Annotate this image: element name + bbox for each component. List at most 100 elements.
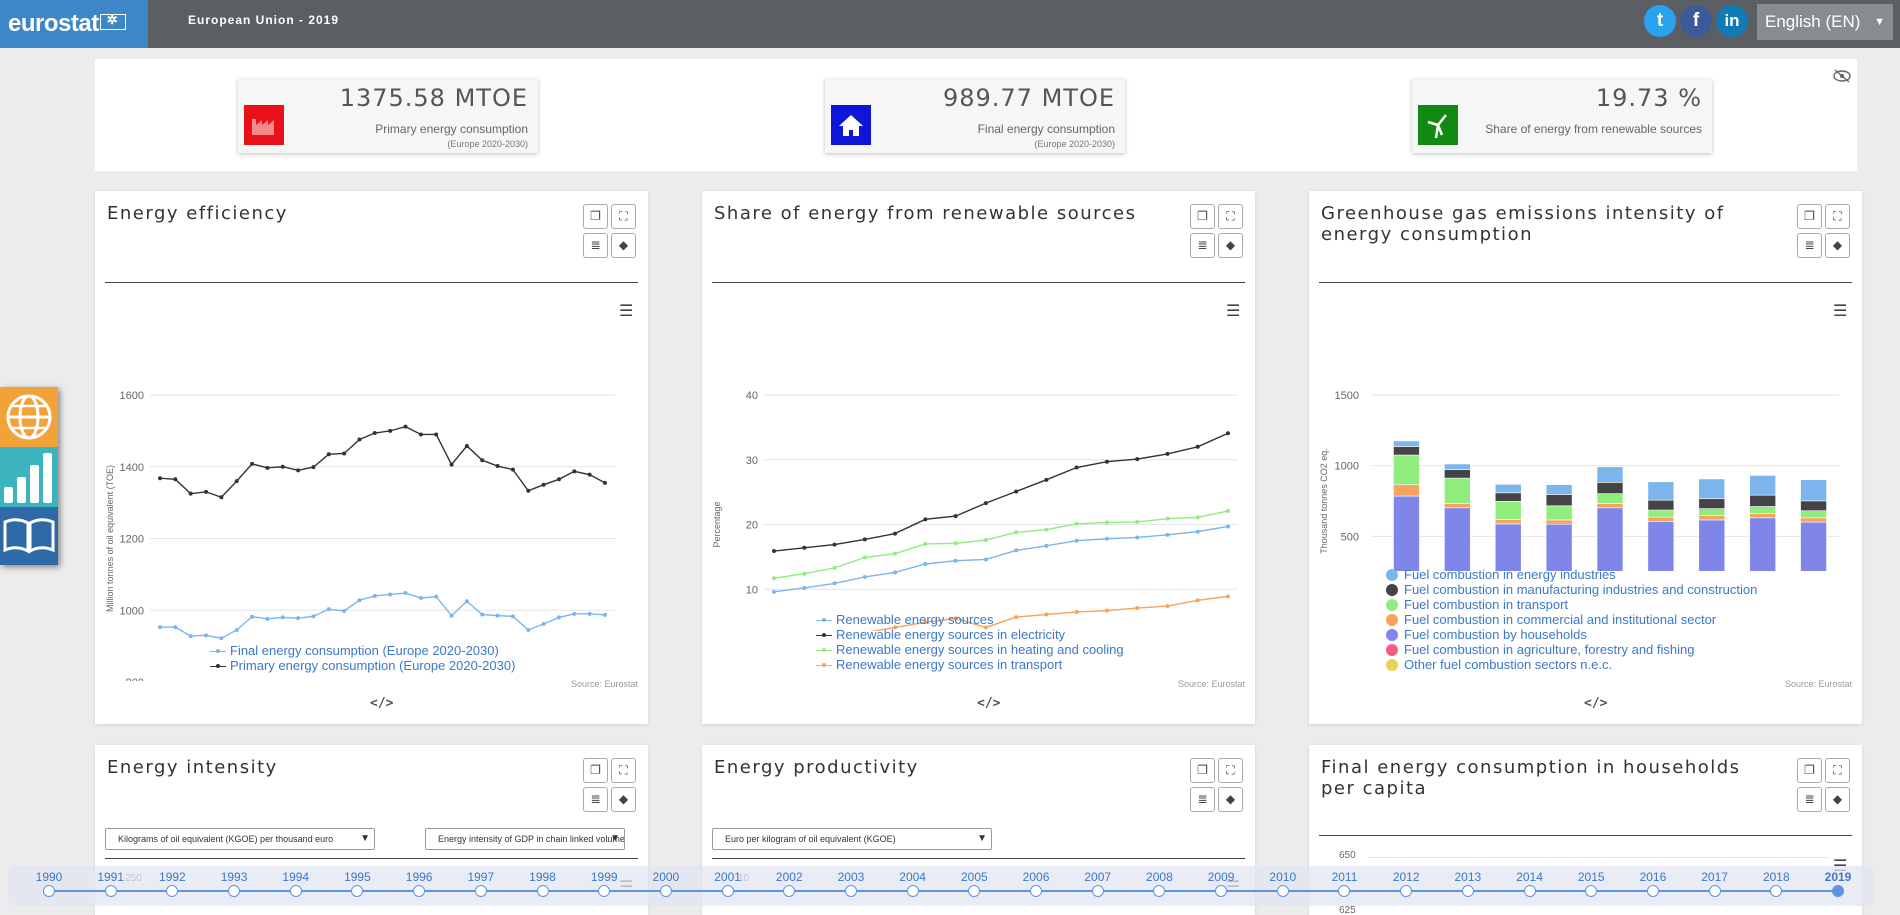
timeline-year-dot[interactable]: [289, 885, 302, 897]
tag-icon[interactable]: ◆: [611, 787, 636, 812]
chart-legend[interactable]: Renewable energy sources Renewable energ…: [816, 612, 1124, 672]
timeline-year-label[interactable]: 2013: [1454, 870, 1482, 884]
chart-legend[interactable]: Fuel combustion in energy industries Fuel…: [1386, 567, 1757, 672]
copy-icon[interactable]: ❐: [1797, 758, 1822, 783]
timeline-year-dot[interactable]: [659, 885, 672, 897]
database-icon[interactable]: ≣: [1190, 233, 1215, 258]
timeline-year-label[interactable]: 2010: [1269, 870, 1297, 884]
legend-item[interactable]: Renewable energy sources in heating and …: [816, 642, 1124, 657]
legend-item[interactable]: Other fuel combustion sectors n.e.c.: [1386, 657, 1757, 672]
database-icon[interactable]: ≣: [1797, 787, 1822, 812]
timeline-year-dot[interactable]: [166, 885, 179, 897]
legend-item[interactable]: Primary energy consumption (Europe 2020-…: [210, 658, 515, 673]
timeline-year-label[interactable]: 2003: [837, 870, 865, 884]
timeline-year-label[interactable]: 2004: [899, 870, 926, 884]
chart-legend[interactable]: Final energy consumption (Europe 2020-20…: [210, 643, 515, 673]
fullscreen-icon[interactable]: ⛶: [1825, 204, 1850, 229]
legend-item[interactable]: Fuel combustion in agriculture, forestry…: [1386, 642, 1757, 657]
eye-slash-icon[interactable]: [1833, 69, 1851, 88]
timeline-year-dot[interactable]: [1338, 885, 1351, 897]
database-icon[interactable]: ≣: [583, 787, 608, 812]
timeline-year-label[interactable]: 1996: [405, 870, 433, 884]
timeline-year-label[interactable]: 2019: [1824, 870, 1852, 884]
tag-icon[interactable]: ◆: [1218, 787, 1243, 812]
timeline-year-dot[interactable]: [351, 885, 364, 897]
timeline-year-label[interactable]: 1991: [97, 870, 125, 884]
timeline-year-label[interactable]: 1992: [159, 870, 186, 884]
timeline-year-dot[interactable]: [43, 885, 55, 897]
legend-item[interactable]: Renewable energy sources in electricity: [816, 627, 1124, 642]
timeline-year-label[interactable]: 2014: [1516, 870, 1543, 884]
timeline-year-dot[interactable]: [1585, 885, 1598, 897]
timeline-year-label[interactable]: 1998: [529, 870, 556, 884]
timeline-year-label[interactable]: 2012: [1392, 870, 1420, 884]
timeline-year-dot[interactable]: [906, 885, 919, 897]
timeline-year-dot[interactable]: [1523, 885, 1536, 897]
legend-item[interactable]: Fuel combustion in energy industries: [1386, 567, 1757, 582]
globe-icon[interactable]: [0, 387, 58, 447]
timeline-year-label[interactable]: 2001: [714, 870, 741, 884]
timeline-year-label[interactable]: 2007: [1084, 870, 1112, 884]
indicator-select[interactable]: Energy intensity of GDP in chain linked …: [425, 828, 625, 850]
timeline-year-dot[interactable]: [968, 885, 981, 897]
legend-item[interactable]: Fuel combustion in transport: [1386, 597, 1757, 612]
fullscreen-icon[interactable]: ⛶: [1825, 758, 1850, 783]
timeline-year-dot[interactable]: [1400, 885, 1413, 897]
fullscreen-icon[interactable]: ⛶: [1218, 758, 1243, 783]
timeline-year-dot[interactable]: [1215, 885, 1228, 897]
embed-code-icon[interactable]: </>: [1584, 696, 1608, 711]
timeline-year-dot[interactable]: [1646, 885, 1659, 897]
timeline-year-label[interactable]: 2011: [1331, 870, 1358, 884]
timeline-year-dot[interactable]: [1770, 885, 1783, 897]
timeline-year-dot[interactable]: [474, 885, 487, 897]
timeline-year-label[interactable]: 2018: [1762, 870, 1790, 884]
timeline-year-label[interactable]: 2006: [1022, 870, 1050, 884]
timeline-year-dot[interactable]: [1276, 885, 1289, 897]
timeline-year-label[interactable]: 2002: [775, 870, 803, 884]
timeline-year-label[interactable]: 1995: [344, 870, 371, 884]
timeline-year-dot[interactable]: [1832, 885, 1844, 897]
timeline-year-label[interactable]: 2008: [1146, 870, 1173, 884]
unit-select[interactable]: Euro per kilogram of oil equivalent (KGO…: [712, 828, 992, 850]
timeline-year-label[interactable]: 1999: [590, 870, 618, 884]
copy-icon[interactable]: ❐: [583, 758, 608, 783]
chart-menu-icon[interactable]: ☰: [1833, 303, 1848, 320]
fullscreen-icon[interactable]: ⛶: [611, 204, 636, 229]
timeline-year-dot[interactable]: [783, 885, 796, 897]
legend-item[interactable]: Fuel combustion in manufacturing industr…: [1386, 582, 1757, 597]
timeline-year-dot[interactable]: [1708, 885, 1721, 897]
fullscreen-icon[interactable]: ⛶: [1218, 204, 1243, 229]
timeline-year-dot[interactable]: [598, 885, 611, 897]
timeline-year-label[interactable]: 1994: [282, 870, 310, 884]
book-icon[interactable]: [0, 507, 58, 565]
embed-code-icon[interactable]: </>: [977, 696, 1001, 711]
timeline-year-dot[interactable]: [536, 885, 549, 897]
database-icon[interactable]: ≣: [583, 233, 608, 258]
tag-icon[interactable]: ◆: [1825, 233, 1850, 258]
timeline-year-label[interactable]: 2016: [1639, 870, 1667, 884]
fullscreen-icon[interactable]: ⛶: [611, 758, 636, 783]
legend-item[interactable]: Fuel combustion in commercial and instit…: [1386, 612, 1757, 627]
timeline-year-dot[interactable]: [1091, 885, 1104, 897]
database-icon[interactable]: ≣: [1190, 787, 1215, 812]
tag-icon[interactable]: ◆: [1218, 233, 1243, 258]
legend-item[interactable]: Final energy consumption (Europe 2020-20…: [210, 643, 515, 658]
timeline-year-label[interactable]: 1990: [35, 870, 63, 884]
legend-item[interactable]: Renewable energy sources: [816, 612, 1124, 627]
timeline-year-label[interactable]: 2005: [960, 870, 988, 884]
database-icon[interactable]: ≣: [1797, 233, 1822, 258]
timeline-year-dot[interactable]: [413, 885, 426, 897]
language-select[interactable]: English (EN) ▼: [1757, 4, 1893, 40]
timeline-year-dot[interactable]: [1461, 885, 1474, 897]
timeline-year-dot[interactable]: [228, 885, 241, 897]
facebook-icon[interactable]: f: [1680, 5, 1712, 37]
legend-item[interactable]: Fuel combustion by households: [1386, 627, 1757, 642]
timeline-year-dot[interactable]: [1030, 885, 1043, 897]
timeline-year-label[interactable]: 2015: [1577, 870, 1605, 884]
twitter-icon[interactable]: t: [1644, 5, 1676, 37]
unit-select[interactable]: Kilograms of oil equivalent (KGOE) per t…: [105, 828, 375, 850]
timeline-year-dot[interactable]: [721, 885, 734, 897]
timeline-year-label[interactable]: 1997: [467, 870, 495, 884]
chart-menu-icon[interactable]: ☰: [619, 303, 634, 320]
linkedin-icon[interactable]: in: [1716, 5, 1748, 37]
